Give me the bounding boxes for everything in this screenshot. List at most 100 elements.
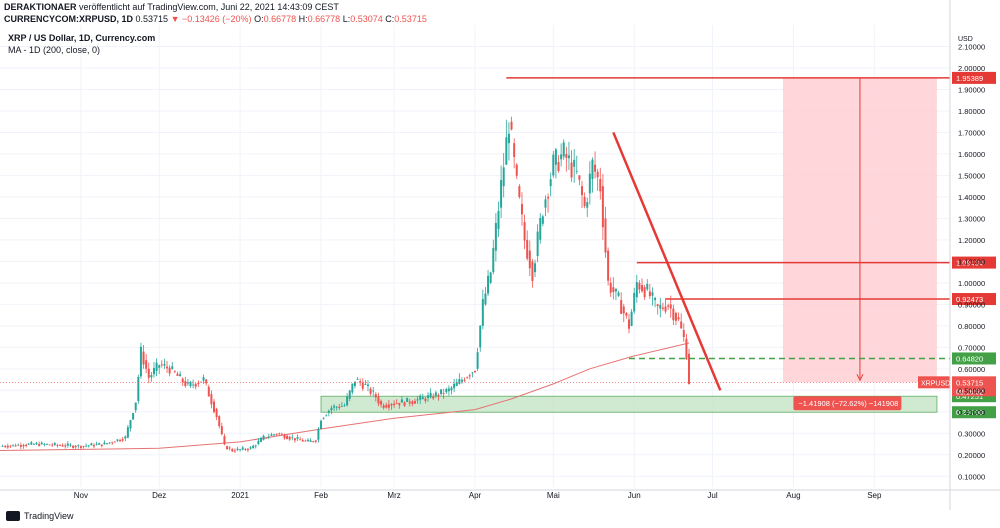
candle-body xyxy=(12,444,15,446)
candle-body xyxy=(155,362,158,371)
candle-body xyxy=(453,383,456,389)
candle-body xyxy=(56,444,59,446)
candle-body xyxy=(87,445,90,447)
resistance-label-bg xyxy=(952,256,996,269)
candle-body xyxy=(314,440,317,442)
candle-body xyxy=(567,155,570,159)
candle-body xyxy=(40,442,43,445)
candle-body xyxy=(562,142,565,157)
candle-body xyxy=(507,133,510,144)
ohlc-high: 0.66778 xyxy=(307,14,341,24)
candle-body xyxy=(372,390,375,392)
candle-body xyxy=(338,406,341,408)
measure-label: −1.41908 (−72.62%) −141908 xyxy=(798,399,898,408)
candle-body xyxy=(25,444,28,446)
candle-body xyxy=(1,446,4,447)
candle-body xyxy=(437,394,440,397)
candle-body xyxy=(434,392,437,396)
support-zone xyxy=(320,395,938,413)
candle-body xyxy=(427,395,430,398)
candle-body xyxy=(241,447,244,450)
candle-body xyxy=(656,304,659,307)
ohlc-high-label: H: xyxy=(298,14,308,24)
candle-body xyxy=(283,434,286,439)
candle-body xyxy=(163,364,166,366)
candle-body xyxy=(536,231,539,256)
current-price-label: 0.53715 xyxy=(956,378,983,387)
candle-body xyxy=(447,388,450,392)
x-tick-label: Mrz xyxy=(387,491,400,500)
candle-body xyxy=(346,396,349,406)
candle-body xyxy=(160,364,163,366)
candle-body xyxy=(202,377,205,381)
symbol-info: CURRENCYCOM:XRPUSD, 1D 0.53715 ▼ −0.1342… xyxy=(4,14,427,24)
tradingview-logo[interactable]: TradingView xyxy=(6,511,74,521)
countdown-label: 08:16:52 xyxy=(956,389,983,396)
candle-body xyxy=(77,445,80,447)
candle-body xyxy=(348,390,351,399)
candle-body xyxy=(246,448,249,451)
candle-body xyxy=(179,374,182,377)
zone-bottom-label-bg xyxy=(952,406,996,419)
level-lines: 1.95389 1.09434 0.92473 0.64820 0.47251 0.397… xyxy=(0,71,996,419)
last-price: 0.53715 xyxy=(135,14,169,24)
candle-body xyxy=(48,444,51,446)
candle-body xyxy=(173,371,176,373)
candle-body xyxy=(340,406,343,407)
candle-body xyxy=(638,282,641,290)
y-tick-label: 0.30000 xyxy=(958,429,985,438)
candle-body xyxy=(43,443,46,445)
candle-body xyxy=(408,401,411,404)
y-tick-label: 0.60000 xyxy=(958,365,985,374)
candle-body xyxy=(416,399,419,401)
time-axis: Nov Dez 2021 Feb Mrz Apr Mai Jun Jul Aug Sep xyxy=(0,489,1000,500)
ma-line xyxy=(0,342,690,451)
candle-body xyxy=(32,443,35,445)
candle-body xyxy=(90,443,93,446)
resistance-label: 1.95389 xyxy=(956,74,983,83)
candle-body xyxy=(59,445,62,446)
candle-body xyxy=(518,186,521,198)
y-tick-label: 0.70000 xyxy=(958,343,985,352)
candle-body xyxy=(108,442,111,444)
candle-body xyxy=(494,222,497,251)
candle-body xyxy=(377,396,380,404)
candle-body xyxy=(168,367,171,374)
candle-body xyxy=(400,399,403,403)
candle-body xyxy=(103,442,106,445)
publish-text: veröffentlicht auf TradingView.com, Juni… xyxy=(79,2,339,12)
symbol-tag-bg xyxy=(918,376,950,389)
candle-body xyxy=(291,437,294,439)
candle-body xyxy=(565,153,568,158)
candle-body xyxy=(476,352,479,369)
candle-body xyxy=(322,417,325,419)
candle-body xyxy=(393,403,396,406)
candle-body xyxy=(474,370,476,373)
ohlc-open-label: O: xyxy=(254,14,264,24)
candle-body xyxy=(124,436,127,439)
candle-body xyxy=(395,403,398,404)
candle-body xyxy=(625,312,628,316)
chart-zones xyxy=(320,77,938,413)
x-tick-label: Mai xyxy=(547,491,560,500)
candle-body xyxy=(549,179,552,187)
candle-body xyxy=(489,272,492,283)
y-tick-label: 0.40000 xyxy=(958,408,985,417)
candle-body xyxy=(270,434,273,436)
candle-body xyxy=(296,437,299,439)
candle-body xyxy=(236,448,239,451)
candle-body xyxy=(479,325,482,348)
y-tick-label: 0.20000 xyxy=(958,451,985,460)
candle-body xyxy=(505,137,508,165)
resistance-label: 1.09434 xyxy=(956,259,983,268)
candle-body xyxy=(275,434,278,435)
candle-body xyxy=(176,373,179,376)
candle-body xyxy=(137,376,140,402)
ohlc-low-label: L: xyxy=(342,14,351,24)
y-tick-label: 1.40000 xyxy=(958,193,985,202)
candle-body xyxy=(327,410,330,413)
y-tick-label: 2.00000 xyxy=(958,64,985,73)
candle-body xyxy=(380,401,383,405)
candle-body xyxy=(413,401,416,404)
